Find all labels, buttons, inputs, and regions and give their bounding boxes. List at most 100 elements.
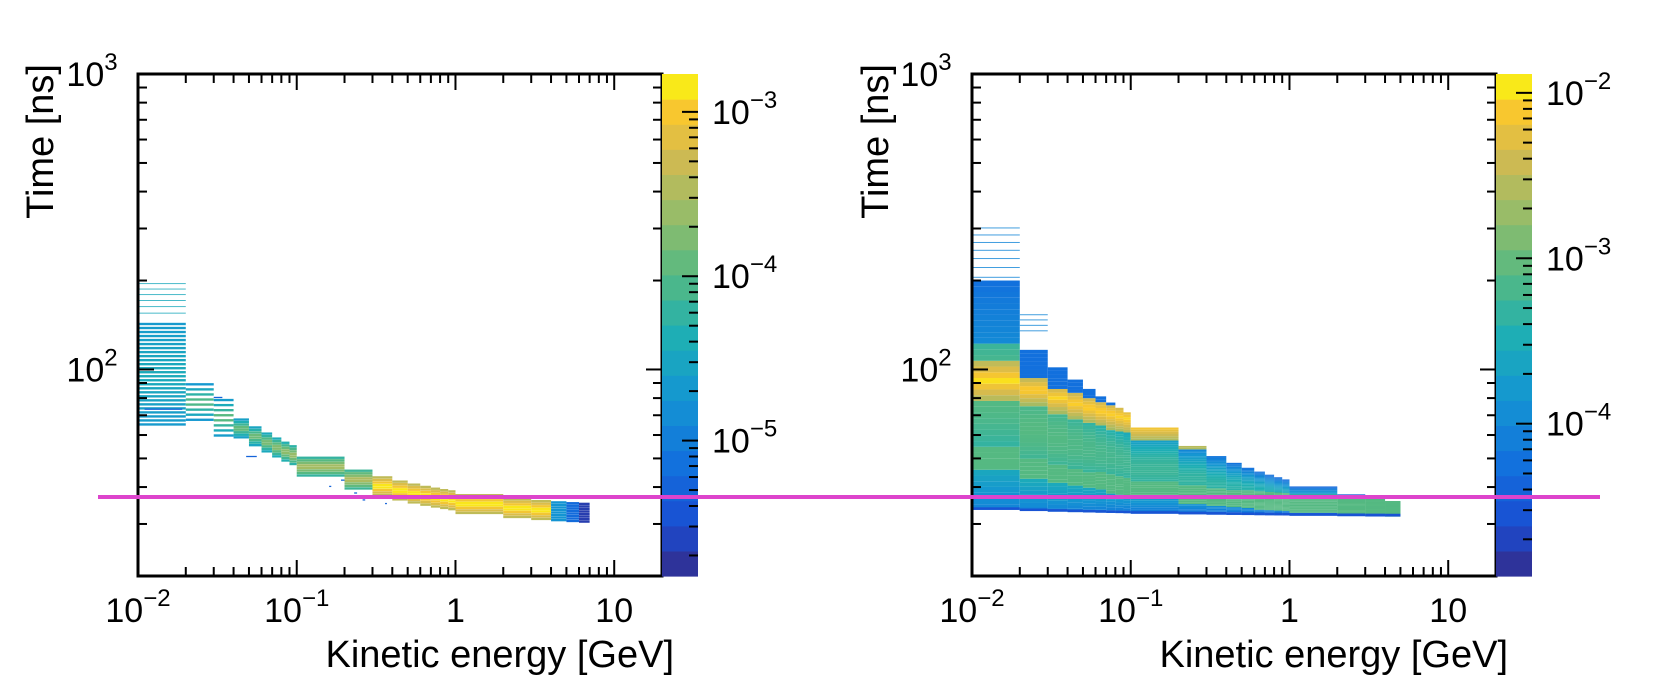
heatmap-bin <box>1289 488 1338 490</box>
heatmap-bin <box>1289 501 1338 503</box>
heatmap-bin <box>1106 443 1116 447</box>
heatmap-bin <box>1095 442 1107 446</box>
heatmap-bin <box>1282 503 1290 505</box>
heatmap-bin <box>1123 500 1131 504</box>
heatmap-bin <box>1241 484 1255 486</box>
heatmap-bin <box>420 503 431 506</box>
heatmap-bin <box>1019 486 1048 491</box>
heatmap-bin <box>1254 472 1265 474</box>
left-x-axis-title: Kinetic energy [GeV] <box>325 634 674 676</box>
heatmap-bin <box>1130 492 1179 495</box>
heatmap-bin <box>1123 414 1131 418</box>
heatmap-bin <box>531 500 552 503</box>
heatmap-bin <box>1337 499 1366 501</box>
heatmap-bin <box>1241 481 1255 484</box>
heatmap-bin <box>1226 494 1242 496</box>
heatmap-bin <box>1264 490 1275 492</box>
heatmap-bin <box>1123 475 1131 478</box>
heatmap-bin <box>440 491 449 494</box>
heatmap-bin <box>281 459 290 462</box>
heatmap-bin <box>1019 490 1048 495</box>
right-colorbar-segment <box>1496 149 1532 175</box>
heatmap-bin <box>329 485 332 488</box>
heatmap-bin <box>503 503 532 506</box>
heatmap-bin <box>1047 464 1068 469</box>
heatmap-bin <box>1274 503 1283 505</box>
heatmap-bin <box>1241 490 1255 492</box>
heatmap-bin <box>1226 462 1242 465</box>
heatmap-bin <box>1130 429 1179 432</box>
heatmap-bin <box>1019 330 1048 332</box>
heatmap-bin <box>1130 453 1179 456</box>
heatmap-bin <box>1106 419 1116 422</box>
heatmap-bin <box>1365 503 1386 505</box>
heatmap-bin <box>1365 505 1386 507</box>
heatmap-bin <box>1226 482 1242 484</box>
heatmap-bin <box>1130 457 1179 460</box>
heatmap-bin <box>1206 478 1227 480</box>
heatmap-bin <box>1067 485 1083 489</box>
heatmap-bin <box>1123 412 1131 415</box>
heatmap-bin <box>1264 499 1275 501</box>
heatmap-bin <box>1095 445 1107 449</box>
left-colorbar-segment <box>662 425 698 452</box>
heatmap-bin <box>1226 503 1242 505</box>
heatmap-bin <box>185 398 214 401</box>
heatmap-bin <box>1019 462 1048 467</box>
heatmap-bin <box>1241 498 1255 500</box>
heatmap-bin <box>1206 502 1227 505</box>
heatmap-bin <box>138 358 186 362</box>
heatmap-bin <box>1274 505 1283 507</box>
heatmap-bin <box>1082 398 1096 402</box>
heatmap-bin <box>1241 485 1255 487</box>
heatmap-bin <box>1130 472 1179 475</box>
heatmap-bin <box>972 418 1020 424</box>
heatmap-bin <box>213 403 234 407</box>
heatmap-bin <box>1254 478 1265 480</box>
heatmap-bin <box>440 499 449 502</box>
heatmap-bin <box>1067 445 1083 450</box>
heatmap-bin <box>1123 427 1131 430</box>
heatmap-bin <box>1123 467 1131 471</box>
heatmap-bin <box>1123 445 1131 448</box>
left-colorbar-segment <box>662 525 698 552</box>
heatmap-bin <box>1115 447 1124 450</box>
heatmap-bin <box>1241 486 1255 488</box>
heatmap-bin <box>1274 489 1283 491</box>
heatmap-bin <box>1123 470 1131 473</box>
heatmap-bin <box>972 406 1020 413</box>
heatmap-bin <box>972 309 1020 315</box>
heatmap-bin <box>1130 487 1179 491</box>
heatmap-bin <box>248 438 262 442</box>
heatmap-bin <box>972 372 1020 379</box>
heatmap-bin <box>185 408 214 411</box>
heatmap-bin <box>1241 489 1255 491</box>
heatmap-bin <box>1178 457 1207 460</box>
heatmap-bin <box>138 407 186 410</box>
heatmap-bin <box>1282 512 1290 516</box>
heatmap-bin <box>1047 468 1068 472</box>
heatmap-bin <box>1019 414 1048 419</box>
heatmap-bin <box>1115 436 1124 440</box>
heatmap-bin <box>281 444 290 447</box>
heatmap-bin <box>289 452 297 456</box>
left-colorbar-segment <box>662 400 698 426</box>
heatmap-bin <box>272 455 282 458</box>
heatmap-bin <box>566 519 579 523</box>
heatmap-bin <box>1115 407 1124 411</box>
heatmap-bin <box>1206 473 1227 476</box>
right-colorbar-segment <box>1496 74 1532 100</box>
heatmap-bin <box>1337 505 1366 507</box>
heatmap-bin <box>1241 504 1255 506</box>
heatmap-bin <box>1264 508 1275 510</box>
heatmap-bin <box>972 446 1020 453</box>
heatmap-bin <box>296 466 345 470</box>
heatmap-bin <box>138 338 186 342</box>
heatmap-bin <box>1067 449 1083 453</box>
heatmap-bin <box>1226 478 1242 480</box>
heatmap-bin <box>138 383 186 386</box>
heatmap-bin <box>1226 475 1242 478</box>
heatmap-bin <box>1241 510 1255 512</box>
heatmap-bin <box>1206 508 1227 511</box>
heatmap-bin <box>372 486 393 489</box>
